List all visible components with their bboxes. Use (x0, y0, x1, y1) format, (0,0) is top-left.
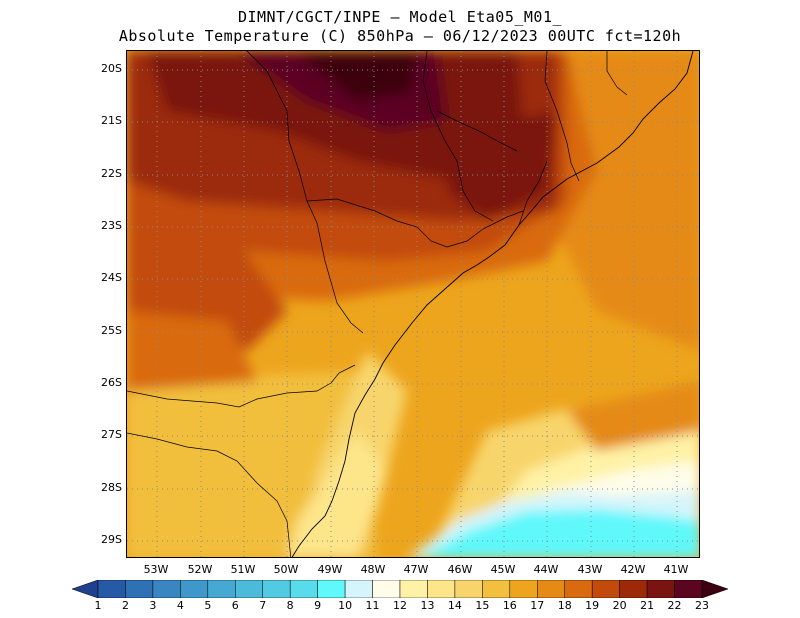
colorbar-label: 18 (557, 599, 572, 612)
colorbar-label: 22 (667, 599, 682, 612)
lat-label-26s: 26S (101, 376, 122, 389)
lon-label-49w: 49W (317, 563, 343, 576)
lat-label-21s: 21S (101, 114, 122, 127)
colorbar-label: 1 (94, 599, 102, 612)
colorbar-label: 9 (314, 599, 322, 612)
temperature-map (126, 50, 700, 558)
lat-label-22s: 22S (101, 167, 122, 180)
colorbar-swatch (564, 580, 593, 598)
colorbar-swatch (482, 580, 511, 598)
coastline (291, 51, 694, 557)
colorbar-swatch (427, 580, 456, 598)
lon-label-52w: 52W (187, 563, 213, 576)
lat-label-27s: 27S (101, 428, 122, 441)
lon-label-43w: 43W (577, 563, 603, 576)
temperature-field (127, 51, 699, 557)
colorbar-swatch (207, 580, 236, 598)
colorbar-label: 19 (585, 599, 600, 612)
colorbar-swatch (317, 580, 346, 598)
lon-label-46w: 46W (447, 563, 473, 576)
colorbar-swatch (372, 580, 401, 598)
lon-label-50w: 50W (273, 563, 299, 576)
lat-label-25s: 25S (101, 324, 122, 337)
colorbar-swatch (537, 580, 565, 598)
lat-label-29s: 29S (101, 533, 122, 546)
colorbar-label: 23 (695, 599, 709, 612)
colorbar-label: 5 (204, 599, 212, 612)
colorbar-swatch (289, 580, 318, 598)
colorbar-label: 20 (612, 599, 627, 612)
colorbar-label: 6 (231, 599, 239, 612)
colorbar-label: 13 (420, 599, 435, 612)
colorbar-swatch (674, 580, 703, 598)
colorbar-swatch (454, 580, 483, 598)
colorbar-label: 17 (530, 599, 545, 612)
lat-label-28s: 28S (101, 481, 122, 494)
lon-label-42w: 42W (620, 563, 646, 576)
lon-label-51w: 51W (230, 563, 256, 576)
colorbar-swatch (262, 580, 291, 598)
colorbar-swatch (399, 580, 428, 598)
colorbar-label: 21 (640, 599, 655, 612)
colorbar-label: 15 (475, 599, 490, 612)
colorbar-swatch (344, 580, 373, 598)
colorbar-swatch (509, 580, 538, 598)
colorbar-min-arrow (72, 580, 99, 598)
lat-label-24s: 24S (101, 271, 122, 284)
colorbar-max-arrow (701, 580, 728, 598)
lon-label-48w: 48W (360, 563, 386, 576)
lon-label-41w: 41W (663, 563, 689, 576)
colorbar-swatch (97, 580, 126, 598)
colorbar-label: 16 (502, 599, 517, 612)
colorbar-label: 12 (393, 599, 407, 612)
map-title-line-1: DIMNT/CGCT/INPE – Model Eta05_M01_ (237, 8, 563, 26)
colorbar-label: 7 (259, 599, 267, 612)
lon-label-47w: 47W (403, 563, 429, 576)
lon-label-45w: 45W (490, 563, 516, 576)
colorbar-label: 11 (365, 599, 380, 612)
colorbar-label: 10 (338, 599, 353, 612)
colorbar-swatch (235, 580, 263, 598)
colorbar-swatch (180, 580, 209, 598)
colorbar-label: 8 (286, 599, 294, 612)
temperature-colorbar (72, 580, 728, 598)
colorbar-swatch (152, 580, 181, 598)
colorbar-label: 3 (149, 599, 157, 612)
colorbar-swatch (619, 580, 648, 598)
colorbar-swatch (125, 580, 154, 598)
colorbar-label: 14 (447, 599, 462, 612)
map-title-line-2: Absolute Temperature (C) 850hPa – 06/12/… (118, 27, 682, 45)
colorbar-label: 2 (121, 599, 129, 612)
colorbar-swatch (646, 580, 675, 598)
lon-label-44w: 44W (533, 563, 559, 576)
lon-label-53w: 53W (143, 563, 169, 576)
lat-label-20s: 20S (101, 62, 122, 75)
colorbar-swatch (591, 580, 620, 598)
colorbar-label: 4 (176, 599, 184, 612)
lat-label-23s: 23S (101, 219, 122, 232)
